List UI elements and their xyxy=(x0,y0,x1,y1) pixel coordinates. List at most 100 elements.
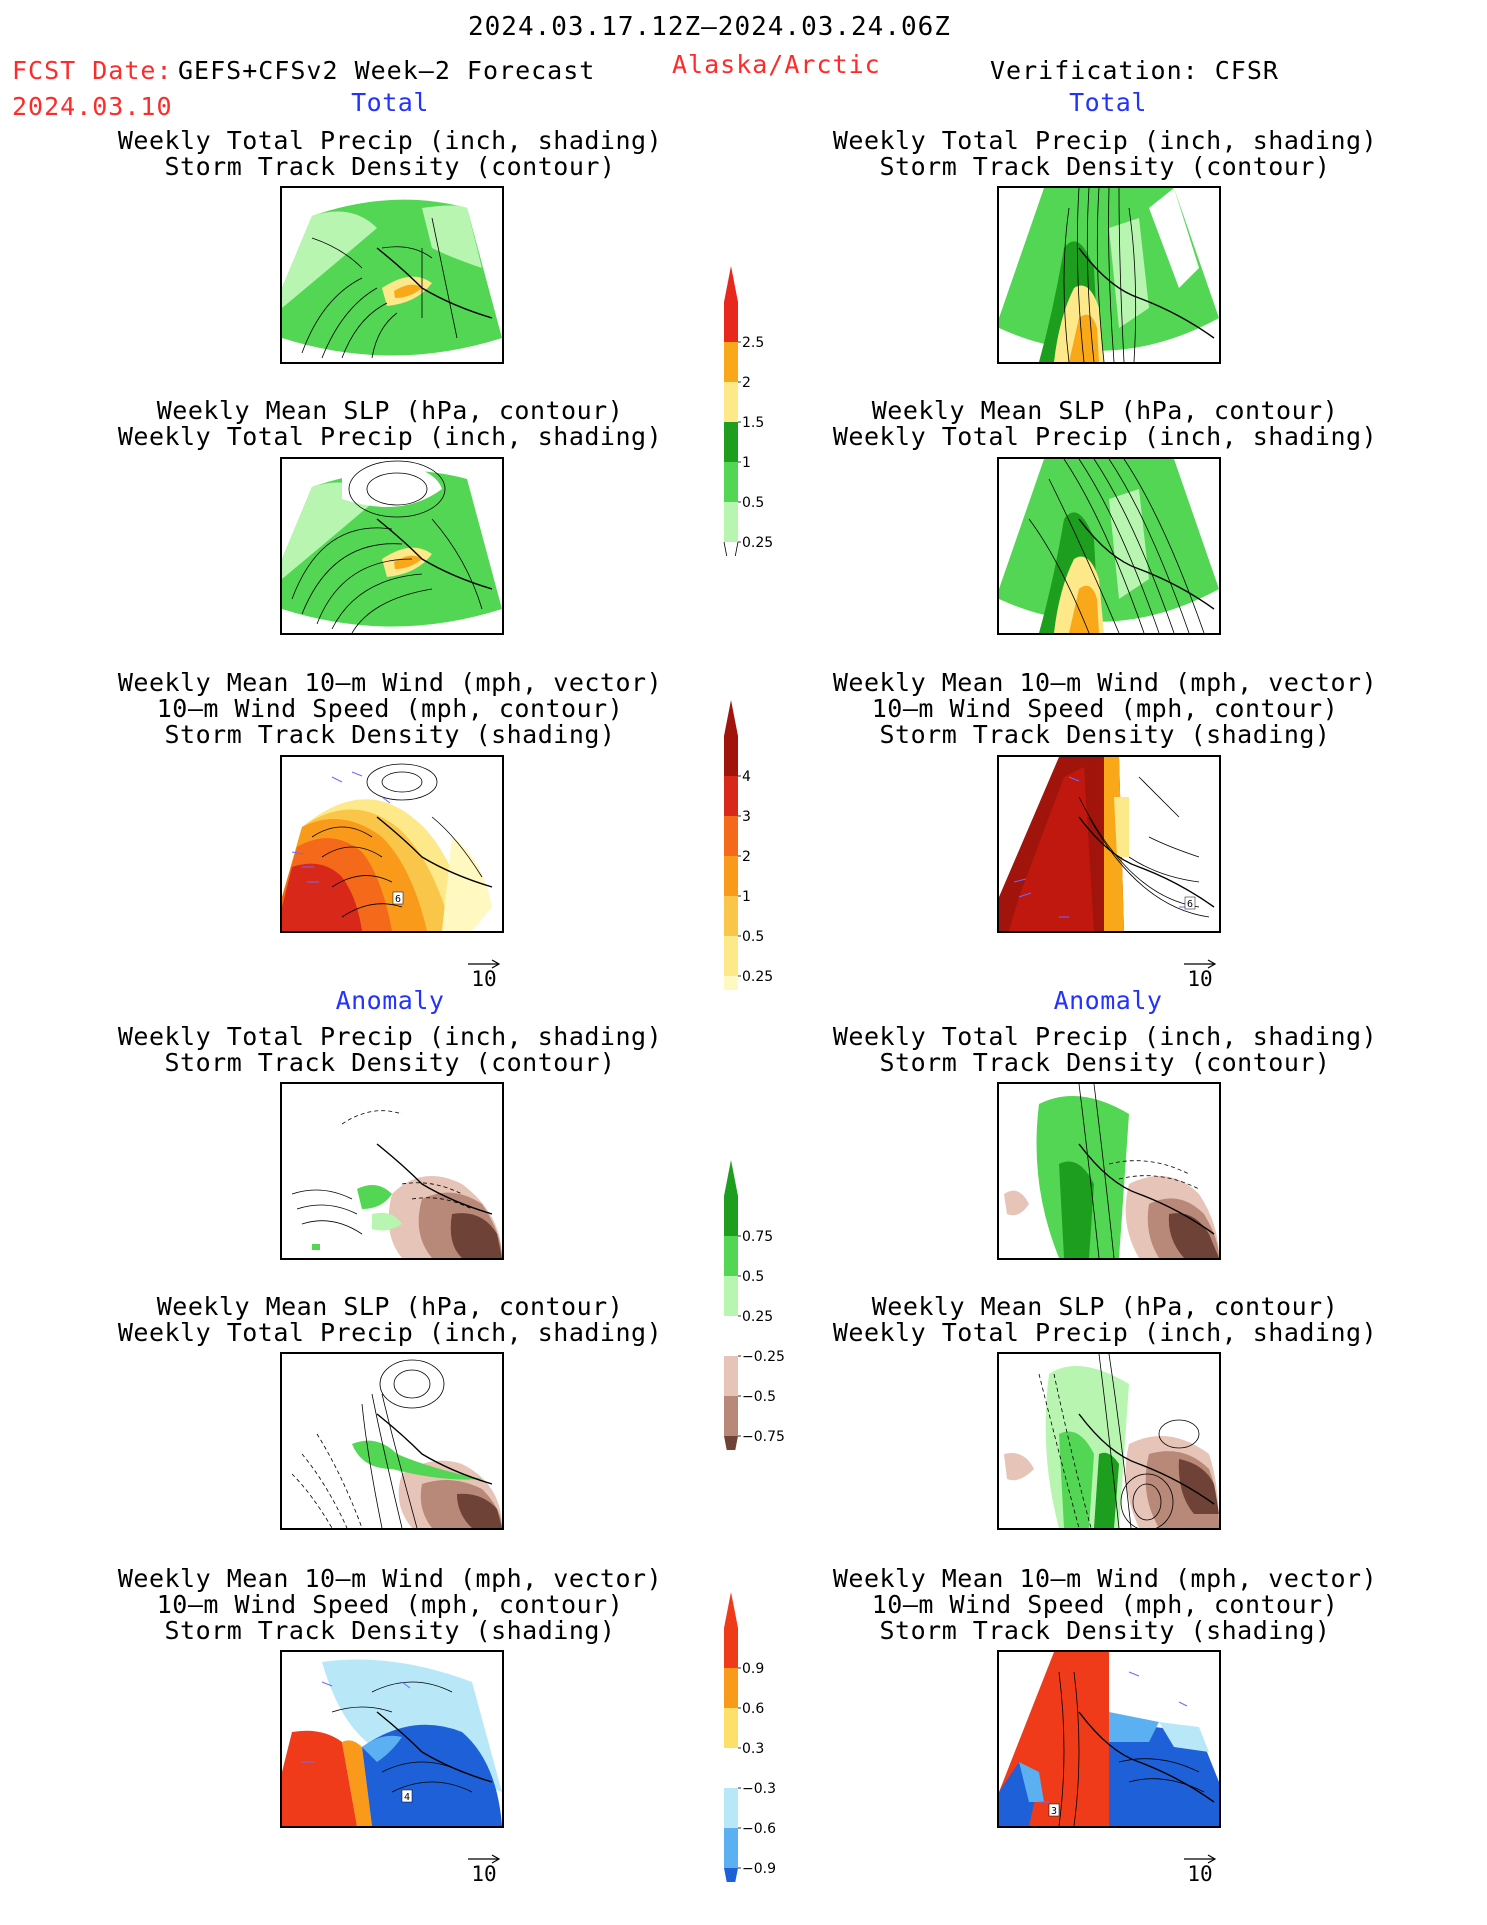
colorbar-segment xyxy=(724,382,738,422)
vector-scale-left-anom: 10 xyxy=(462,1850,506,1886)
map-left-total-precip xyxy=(280,186,504,364)
fcst-date-label: FCST Date: xyxy=(12,56,173,85)
colorbar-label: 0.75 xyxy=(742,1229,773,1245)
colorbar-segment xyxy=(724,1828,738,1868)
map-left-total-wind: 6 xyxy=(280,755,504,933)
colorbar-label: 0.3 xyxy=(742,1741,764,1757)
colorbar-segment xyxy=(724,736,738,776)
title-r6: Weekly Mean 10–m Wind (mph, vector) 10–m … xyxy=(832,1564,1378,1645)
colorbar-label: −0.25 xyxy=(742,1349,785,1365)
colorbar-segment xyxy=(724,776,738,816)
right-total-label: Total xyxy=(1069,88,1147,117)
colorbar-segment xyxy=(724,816,738,856)
contour-label-right-anom: 3 xyxy=(1051,1806,1057,1817)
colorbar-precip-anom: 0.75 0.5 0.25 −0.25 −0.5 −0.75 xyxy=(724,1160,785,1450)
colorbar-tip-bottom xyxy=(724,1436,738,1450)
colorbar-label: −0.3 xyxy=(742,1781,776,1797)
colorbar-tip-top xyxy=(724,1160,738,1196)
colorbar-label: 0.25 xyxy=(742,1309,773,1325)
title-l2: Weekly Mean SLP (hPa, contour) Weekly Tot… xyxy=(117,396,663,451)
colorbar-storm-anom: 0.9 0.6 0.3 −0.3 −0.6 −0.9 xyxy=(724,1592,776,1882)
colorbar-segment xyxy=(724,1396,738,1436)
colorbar-label: 2 xyxy=(742,375,751,391)
vector-scale-right-total: 10 xyxy=(1178,955,1222,991)
colorbar-label: 1 xyxy=(742,455,751,471)
vector-scale-right-anom: 10 xyxy=(1178,1850,1222,1886)
map-left-total-slp xyxy=(280,457,504,635)
colorbar-segment xyxy=(724,1628,738,1668)
colorbar-segment xyxy=(724,936,738,976)
title-r3: Weekly Mean 10–m Wind (mph, vector) 10–m … xyxy=(832,668,1378,749)
colorbar-segment xyxy=(724,1356,738,1396)
colorbar-segment xyxy=(724,1748,738,1788)
date-range-title: 2024.03.17.12Z–2024.03.24.06Z xyxy=(468,12,951,42)
map-right-total-wind: 6 xyxy=(997,755,1221,933)
colorbar-label: 0.5 xyxy=(742,1269,764,1285)
title-l1: Weekly Total Precip (inch, shading) Storm… xyxy=(117,126,663,181)
colorbar-label: 0.5 xyxy=(742,495,764,511)
colorbar-label: −0.9 xyxy=(742,1861,776,1877)
colorbar-label: 0.6 xyxy=(742,1701,764,1717)
title-r4: Weekly Total Precip (inch, shading) Storm… xyxy=(832,1022,1378,1077)
colorbar-label: 1.5 xyxy=(742,415,764,431)
title-r1: Weekly Total Precip (inch, shading) Storm… xyxy=(832,126,1378,181)
colorbar-segment xyxy=(724,976,738,990)
colorbar-label: 0.5 xyxy=(742,929,764,945)
contour-label-right-total: 6 xyxy=(1187,899,1193,910)
colorbar-tip-bottom xyxy=(723,541,739,556)
verification-label: Verification: CFSR xyxy=(990,56,1279,85)
colorbar-label: 1 xyxy=(742,889,751,905)
title-r5: Weekly Mean SLP (hPa, contour) Weekly Tot… xyxy=(832,1292,1378,1347)
title-l5: Weekly Mean SLP (hPa, contour) Weekly Tot… xyxy=(117,1292,663,1347)
left-anomaly-label: Anomaly xyxy=(335,986,445,1015)
title-r2: Weekly Mean SLP (hPa, contour) Weekly Tot… xyxy=(832,396,1378,451)
map-right-total-precip xyxy=(997,186,1221,364)
fcst-date-value: 2024.03.10 xyxy=(12,92,173,121)
colorbar-label: 2 xyxy=(742,849,751,865)
colorbar-segment xyxy=(724,422,738,462)
colorbar-label: −0.5 xyxy=(742,1389,776,1405)
map-left-anom-precip xyxy=(280,1082,504,1260)
contour-label-left-anom: 4 xyxy=(404,1792,410,1803)
colorbar-label: −0.6 xyxy=(742,1821,776,1837)
title-l3: Weekly Mean 10–m Wind (mph, vector) 10–m … xyxy=(117,668,663,749)
colorbar-segment xyxy=(724,462,738,502)
colorbar-label: 4 xyxy=(742,769,751,785)
colorbar-segment xyxy=(724,896,738,936)
fcst-model-label: GEFS+CFSv2 Week–2 Forecast xyxy=(178,56,596,85)
left-total-label: Total xyxy=(351,88,429,117)
colorbar-segment xyxy=(724,1276,738,1316)
map-right-anom-wind: 3 xyxy=(997,1650,1221,1828)
colorbar-label: 2.5 xyxy=(742,335,764,351)
colorbar-segment xyxy=(724,1708,738,1748)
colorbar-segment xyxy=(724,1196,738,1236)
colorbar-tip-top xyxy=(724,1592,738,1628)
colorbar-label: 3 xyxy=(742,809,751,825)
colorbar-segment xyxy=(724,502,738,542)
colorbar-label: 0.25 xyxy=(742,535,773,551)
map-left-anom-slp xyxy=(280,1352,504,1530)
colorbar-precip-total: 2.5 2 1.5 1 0.5 0.25 xyxy=(723,266,773,556)
colorbar-segment xyxy=(724,1788,738,1828)
colorbar-segment xyxy=(724,302,738,342)
map-right-anom-slp xyxy=(997,1352,1221,1530)
colorbar-label: 0.25 xyxy=(742,969,773,985)
map-right-anom-precip xyxy=(997,1082,1221,1260)
colorbar-label: −0.75 xyxy=(742,1429,785,1445)
colorbar-segment xyxy=(724,342,738,382)
vector-scale-left-total: 10 xyxy=(462,955,506,991)
right-anomaly-label: Anomaly xyxy=(1053,986,1163,1015)
colorbar-segment xyxy=(724,1316,738,1356)
map-right-total-slp xyxy=(997,457,1221,635)
colorbar-tip-top xyxy=(724,266,738,302)
colorbar-segment xyxy=(724,1668,738,1708)
colorbar-segment xyxy=(724,1236,738,1276)
region-label: Alaska/Arctic xyxy=(672,50,881,79)
contour-label-left-total: 6 xyxy=(395,894,401,905)
map-left-anom-wind: 4 xyxy=(280,1650,504,1828)
colorbar-tip-bottom xyxy=(724,1868,738,1882)
title-l4: Weekly Total Precip (inch, shading) Storm… xyxy=(117,1022,663,1077)
colorbar-storm-total: 4 3 2 1 0.5 0.25 xyxy=(724,700,773,990)
colorbar-tip-top xyxy=(724,700,738,736)
colorbar-segment xyxy=(724,856,738,896)
